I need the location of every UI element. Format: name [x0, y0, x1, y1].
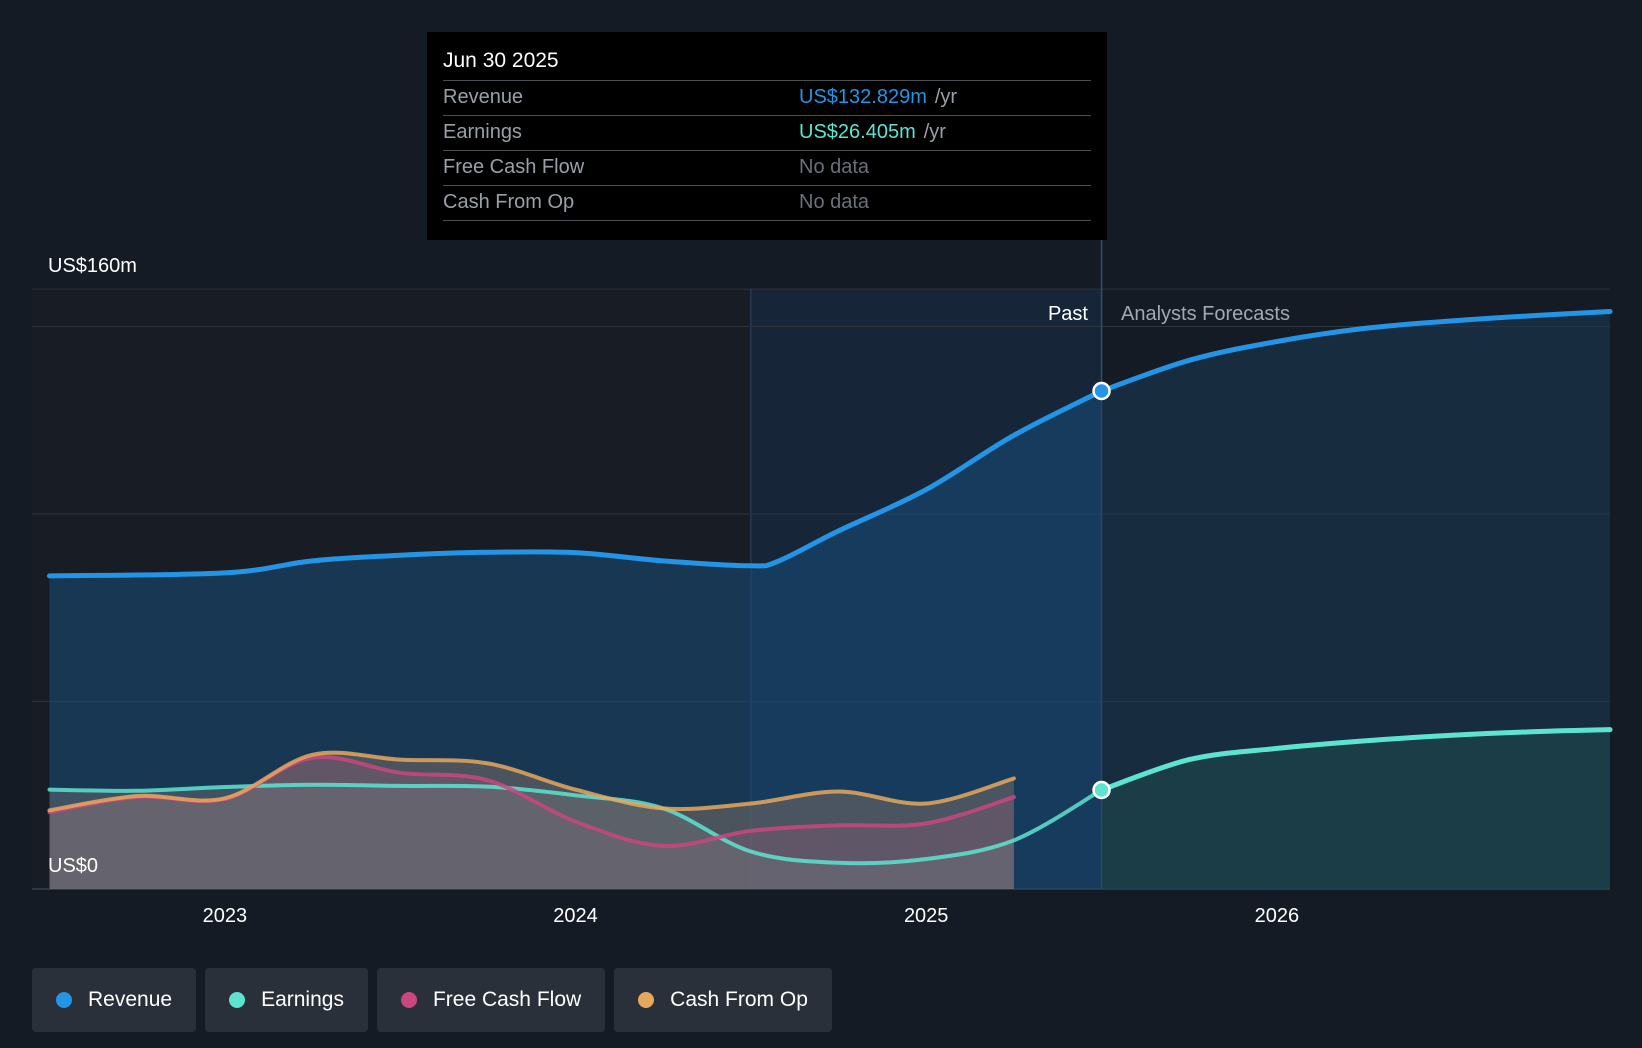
revenue-forecast-line	[1099, 309, 1613, 394]
tooltip-value: No data	[799, 156, 870, 178]
tooltip-value: US$26.405m	[799, 121, 916, 143]
legend-label: Revenue	[88, 988, 173, 1011]
legend-dot-icon	[638, 992, 655, 1008]
chart-legend: Revenue Earnings Free Cash Flow Cash Fro…	[32, 968, 832, 1032]
revenue-marker	[1092, 381, 1111, 401]
tooltip-value: US$132.829m	[799, 86, 927, 108]
tooltip-label: Revenue	[443, 86, 524, 108]
tooltip-unit: /yr	[923, 121, 946, 143]
tooltip-date: Jun 30 2025	[443, 49, 559, 72]
legend-label: Free Cash Flow	[432, 988, 582, 1011]
legend-dot-icon	[56, 992, 72, 1008]
legend-item-revenue[interactable]: Revenue	[32, 968, 197, 1032]
x-tick-label: 2024	[553, 905, 598, 927]
earnings-forecast-area	[1101, 729, 1610, 889]
forecast-label: Analysts Forecasts	[1121, 303, 1290, 325]
hover-tooltip: Jun 30 2025 Revenue US$132.829m /yr Earn…	[427, 32, 1107, 240]
x-tick-label: 2025	[904, 905, 949, 927]
tooltip-unit: /yr	[934, 86, 958, 108]
tooltip-label: Cash From Op	[443, 191, 575, 213]
revenue-area	[49, 391, 1102, 889]
earnings-line	[47, 782, 1104, 866]
y-axis-label-zero: US$0	[48, 855, 98, 877]
past-area	[49, 784, 1014, 889]
revenue-line	[47, 388, 1104, 579]
tooltip-row-free-cash-flow: Free Cash Flow No data	[443, 150, 1091, 185]
tooltip-value: No data	[799, 191, 870, 213]
legend-item-free-cash-flow[interactable]: Free Cash Flow	[376, 968, 606, 1032]
tooltip-row-cash-from-op: Cash From Op No data	[443, 185, 1091, 221]
legend-dot-icon	[400, 992, 417, 1008]
cash-from-op-line	[47, 750, 1016, 813]
legend-dot-icon	[229, 992, 246, 1008]
tooltip-row-revenue: Revenue US$132.829m /yr	[443, 80, 1091, 115]
legend-item-earnings[interactable]: Earnings	[205, 968, 368, 1032]
y-axis-label-max: US$160m	[48, 255, 137, 277]
past-label: Past	[1048, 303, 1088, 325]
x-tick-label: 2026	[1255, 905, 1300, 927]
legend-label: Cash From Op	[670, 988, 808, 1011]
legend-label: Earnings	[261, 988, 344, 1011]
tooltip-row-earnings: Earnings US$26.405m /yr	[443, 115, 1091, 150]
earnings-forecast-line	[1099, 727, 1613, 793]
tooltip-label: Earnings	[443, 121, 522, 143]
tooltip-label: Free Cash Flow	[443, 156, 585, 178]
x-tick-label: 2023	[203, 905, 248, 927]
earnings-marker	[1092, 780, 1111, 800]
legend-item-cash-from-op[interactable]: Cash From Op	[614, 968, 832, 1032]
